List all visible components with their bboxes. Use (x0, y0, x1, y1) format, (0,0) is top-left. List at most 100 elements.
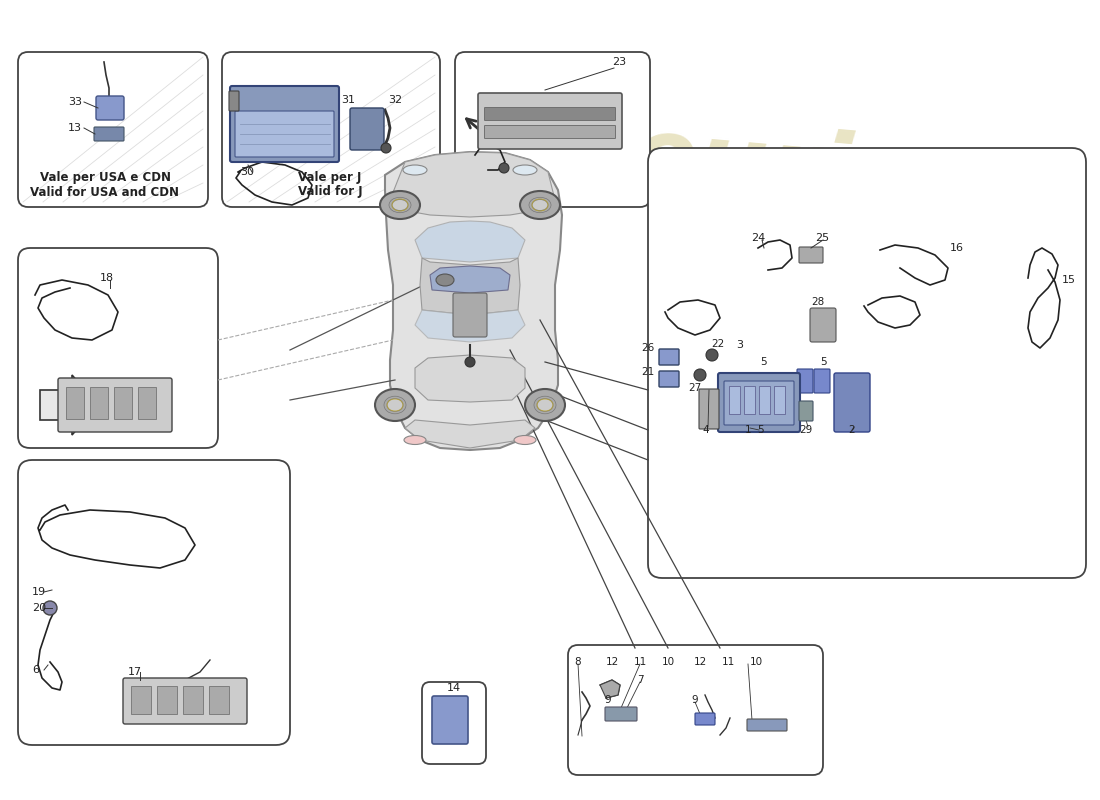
Text: 15: 15 (1062, 275, 1076, 285)
FancyBboxPatch shape (235, 111, 334, 157)
FancyBboxPatch shape (18, 52, 208, 207)
Text: 18: 18 (100, 273, 114, 283)
FancyBboxPatch shape (814, 369, 830, 393)
FancyBboxPatch shape (718, 373, 800, 432)
Ellipse shape (513, 165, 537, 175)
Polygon shape (600, 680, 620, 698)
Ellipse shape (403, 165, 427, 175)
Ellipse shape (514, 435, 536, 445)
FancyBboxPatch shape (605, 707, 637, 721)
FancyBboxPatch shape (729, 386, 740, 414)
Polygon shape (430, 266, 510, 293)
FancyBboxPatch shape (799, 247, 823, 263)
FancyBboxPatch shape (58, 378, 172, 432)
Polygon shape (385, 152, 562, 450)
FancyBboxPatch shape (695, 713, 715, 725)
Ellipse shape (379, 191, 420, 219)
Text: parts: parts (689, 204, 991, 326)
Text: 19: 19 (32, 587, 46, 597)
FancyBboxPatch shape (18, 460, 290, 745)
Circle shape (694, 369, 706, 381)
FancyBboxPatch shape (774, 386, 785, 414)
FancyBboxPatch shape (183, 686, 204, 714)
Text: 4: 4 (703, 425, 710, 435)
Text: Valid for J: Valid for J (298, 186, 362, 198)
Text: 22: 22 (712, 339, 725, 349)
Circle shape (706, 349, 718, 361)
FancyBboxPatch shape (478, 93, 622, 149)
Text: 11: 11 (634, 657, 647, 667)
Ellipse shape (375, 389, 415, 421)
Text: 29: 29 (800, 425, 813, 435)
FancyBboxPatch shape (798, 369, 813, 393)
FancyBboxPatch shape (230, 86, 339, 162)
FancyBboxPatch shape (568, 645, 823, 775)
Text: 20: 20 (32, 603, 46, 613)
FancyBboxPatch shape (66, 387, 84, 419)
FancyBboxPatch shape (94, 127, 124, 141)
Polygon shape (415, 355, 525, 402)
Circle shape (499, 163, 509, 173)
Polygon shape (40, 375, 98, 435)
FancyBboxPatch shape (759, 386, 770, 414)
FancyBboxPatch shape (659, 349, 679, 365)
FancyBboxPatch shape (484, 126, 616, 138)
FancyBboxPatch shape (18, 248, 218, 448)
FancyBboxPatch shape (229, 91, 239, 111)
Text: 7: 7 (637, 675, 644, 685)
FancyBboxPatch shape (138, 387, 156, 419)
Polygon shape (390, 152, 556, 217)
Circle shape (381, 143, 390, 153)
Text: 10: 10 (749, 657, 762, 667)
FancyBboxPatch shape (96, 96, 124, 120)
Text: 5: 5 (760, 357, 767, 367)
Text: 16: 16 (950, 243, 964, 253)
FancyBboxPatch shape (744, 386, 755, 414)
Text: 2: 2 (849, 425, 856, 435)
Text: 33: 33 (68, 97, 82, 107)
FancyBboxPatch shape (455, 52, 650, 207)
Text: 21: 21 (640, 367, 654, 377)
FancyBboxPatch shape (222, 52, 440, 207)
Text: 24: 24 (751, 233, 766, 243)
Circle shape (465, 357, 475, 367)
Polygon shape (415, 221, 525, 262)
FancyBboxPatch shape (453, 293, 487, 337)
Circle shape (43, 601, 57, 615)
FancyBboxPatch shape (422, 682, 486, 764)
Text: 6: 6 (32, 665, 39, 675)
Text: 28: 28 (812, 297, 825, 307)
Ellipse shape (392, 199, 408, 210)
FancyBboxPatch shape (123, 678, 248, 724)
FancyBboxPatch shape (747, 719, 786, 731)
Ellipse shape (436, 274, 454, 286)
Ellipse shape (520, 191, 560, 219)
FancyBboxPatch shape (484, 107, 616, 121)
FancyBboxPatch shape (432, 696, 468, 744)
Text: Vale per J: Vale per J (298, 171, 362, 185)
Ellipse shape (525, 389, 565, 421)
FancyBboxPatch shape (157, 686, 177, 714)
Text: Vale per USA e CDN: Vale per USA e CDN (40, 171, 170, 185)
Polygon shape (420, 258, 520, 315)
Ellipse shape (404, 435, 426, 445)
Text: 10: 10 (661, 657, 674, 667)
FancyBboxPatch shape (90, 387, 108, 419)
Text: eurion: eurion (625, 111, 994, 239)
FancyBboxPatch shape (131, 686, 151, 714)
Text: 11: 11 (722, 657, 735, 667)
Ellipse shape (387, 398, 403, 411)
Text: 13: 13 (68, 123, 82, 133)
FancyBboxPatch shape (799, 401, 813, 421)
Text: 12: 12 (605, 657, 618, 667)
Text: 9: 9 (605, 695, 612, 705)
Text: 25: 25 (815, 233, 829, 243)
FancyBboxPatch shape (724, 381, 794, 425)
Text: 8: 8 (574, 657, 581, 667)
Text: 27: 27 (689, 383, 702, 393)
Ellipse shape (537, 398, 553, 411)
Text: Valid for USA and CDN: Valid for USA and CDN (31, 186, 179, 198)
Text: 23: 23 (612, 57, 626, 67)
FancyBboxPatch shape (834, 373, 870, 432)
Text: 31: 31 (341, 95, 355, 105)
